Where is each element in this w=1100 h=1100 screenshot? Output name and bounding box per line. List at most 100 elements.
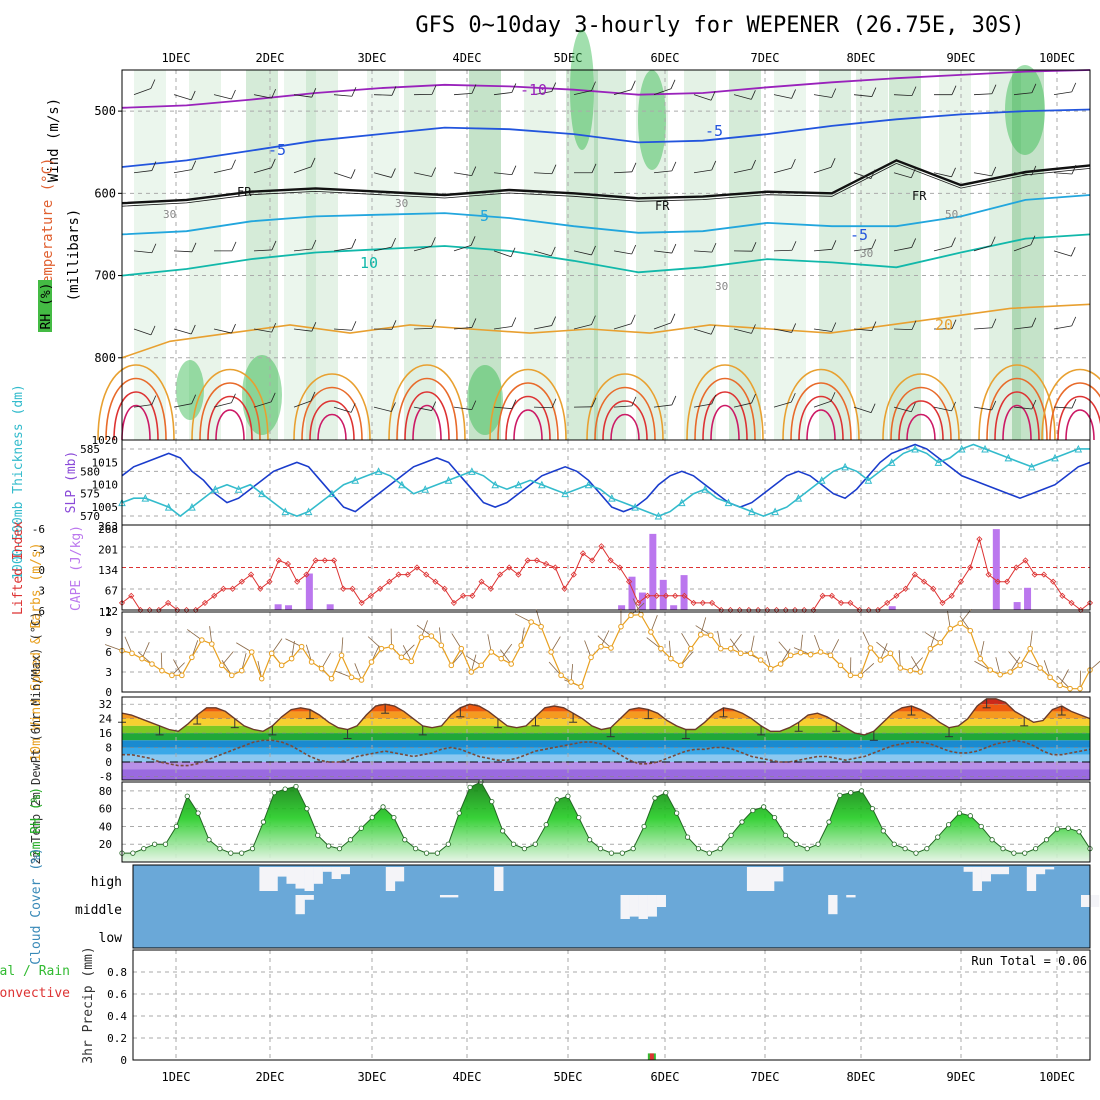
wind-barb-10m — [979, 640, 985, 659]
wind-barb — [933, 172, 952, 178]
panel-frame — [121, 611, 1091, 693]
cape-bar — [1013, 602, 1021, 610]
wind-speed-marker — [498, 655, 505, 662]
wind-barb — [413, 406, 432, 411]
wind-barb-flag — [190, 324, 196, 335]
wind-barb-10m — [1043, 660, 1051, 678]
slp-thickness-panel: 570 575 580 585 1005 1010 1015 1020 263 — [80, 434, 1091, 533]
thickness-marker — [328, 489, 336, 498]
precip-legend-convective: Convective — [0, 986, 70, 1001]
wind-barb-10m — [959, 615, 971, 631]
high-cloud-cell — [1035, 867, 1046, 875]
cape-bar — [285, 605, 293, 610]
day-labels-bottom: 1DEC 2DEC 3DEC 4DEC 5DEC 6DEC 7DEC 8DEC 9DEC 10DE… — [162, 1070, 1076, 1084]
wind-barb — [253, 328, 272, 333]
lifted-index-marker — [469, 592, 476, 599]
rh-marker — [152, 841, 158, 847]
wind-speed-marker — [727, 645, 734, 652]
thickness-marker — [724, 498, 733, 507]
thickness-marker — [911, 444, 919, 453]
wind-barb-flag — [951, 401, 956, 412]
wind-barb — [453, 172, 472, 176]
wind-barb — [133, 88, 152, 96]
thickness-tick: 585 — [80, 443, 100, 456]
temp2m-label: 2m Temp 2m DewPt (6hr Min/Max) (°C) — [29, 612, 43, 865]
high-cloud-cell — [259, 867, 269, 891]
wind-barb-flag — [271, 240, 277, 251]
wind-barb-10m — [173, 659, 183, 676]
wind-speed-marker — [149, 661, 155, 667]
wind-barb — [533, 250, 552, 257]
wind-barb — [653, 250, 672, 254]
wind-barb-10m — [401, 644, 415, 658]
rh-marker — [543, 822, 549, 828]
isotherm-line — [121, 194, 1091, 236]
wind-barb-10m — [465, 655, 482, 666]
wind-barb-10m — [1023, 660, 1041, 669]
cloud-cover-panel: high middle low — [75, 864, 1100, 949]
wind-barb-10m — [765, 651, 772, 669]
wind-speed-marker — [139, 655, 145, 662]
lifted-index-marker — [948, 592, 955, 599]
rh-marker — [510, 841, 517, 847]
wind-barb-10m — [995, 657, 1001, 675]
wind-barb-flag — [831, 322, 837, 332]
wind-barb — [773, 167, 792, 174]
rh-marker — [793, 841, 799, 847]
temperature-side-label: Temperature (°C) — [40, 158, 56, 293]
slp-line — [121, 443, 1091, 513]
warm-isotherm — [806, 409, 836, 441]
wind-speed-marker — [787, 652, 794, 659]
thickness-marker — [164, 502, 173, 511]
wind-barb-flag — [911, 86, 917, 96]
day-label-top: 3DEC — [358, 51, 387, 65]
wind-speed-marker — [159, 667, 165, 674]
millibars-label: (millibars) — [66, 209, 82, 302]
high-cloud-cell — [981, 867, 991, 882]
wind-barb — [613, 89, 632, 96]
warm-isotherm — [1049, 382, 1100, 441]
wind-barb — [973, 327, 992, 330]
high-cloud-cell — [746, 867, 757, 891]
wind-speed-marker — [358, 677, 365, 683]
wind-barb-flag — [470, 236, 476, 246]
slp-tick: 1015 — [92, 456, 119, 469]
wind-barb-flag — [1031, 165, 1037, 176]
wind-barb — [1013, 172, 1032, 176]
cape-label: CAPE (J/kg) — [69, 525, 84, 611]
wind-barb-flag — [951, 237, 956, 247]
day-label-top: 7DEC — [751, 51, 780, 65]
wind-speed-marker — [378, 645, 385, 652]
lifted-index-marker — [395, 571, 402, 578]
rh-core — [467, 365, 503, 435]
wind-tick: 6 — [105, 646, 112, 659]
wind-barb-flag — [791, 158, 796, 169]
wind-speed-marker — [867, 645, 874, 651]
lifted-index-marker — [340, 585, 347, 592]
lifted-index-marker — [533, 557, 540, 564]
wind-barb-10m — [600, 630, 610, 647]
thickness-marker — [887, 458, 896, 466]
lifted-index-marker — [672, 592, 679, 599]
warm-isotherm — [782, 368, 860, 441]
wind-barb-10m — [898, 650, 901, 669]
rh-marker — [641, 823, 647, 830]
middle-cloud-cell — [439, 895, 450, 898]
lifted-index-marker — [266, 578, 273, 585]
rh-marker — [891, 841, 897, 847]
wind-barb-flag — [231, 159, 236, 169]
wind-barb-10m — [500, 643, 513, 659]
wind-barb-flag — [591, 81, 596, 91]
wind-speed-marker — [987, 667, 994, 673]
day-label-top: 2DEC — [256, 51, 285, 65]
thickness-label: 1000-500mb Thickness (dm) — [11, 384, 26, 580]
warm-isotherm — [994, 391, 1040, 441]
wind-barb — [173, 250, 192, 253]
lifted-index-marker — [681, 592, 688, 599]
wind-barb — [373, 94, 393, 96]
rh-marker — [434, 850, 441, 856]
wind-barb — [973, 172, 992, 177]
rh-shading — [246, 70, 278, 440]
lifted-index-marker — [496, 571, 504, 578]
wind-barb — [293, 400, 312, 408]
